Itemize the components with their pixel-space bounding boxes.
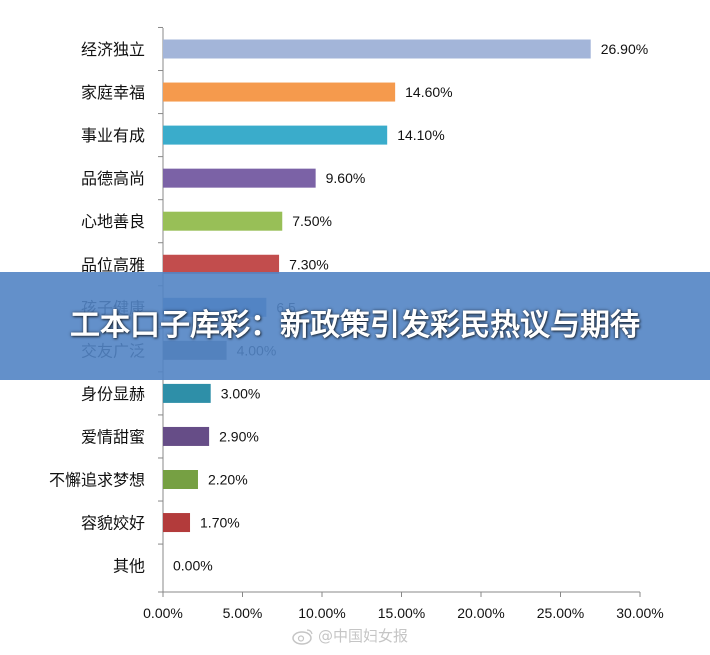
- value-label: 7.30%: [289, 256, 329, 272]
- value-label: 1.70%: [200, 515, 240, 531]
- category-label: 心地善良: [81, 212, 145, 231]
- x-tick-label: 25.00%: [537, 605, 584, 621]
- bar: [163, 82, 396, 102]
- bar: [163, 168, 316, 188]
- watermark-text: @中国妇女报: [318, 627, 409, 645]
- headline-title: 工本口子库彩：新政策引发彩民热议与期待: [70, 308, 640, 343]
- weibo-icon: [292, 628, 313, 645]
- chart-axes: 0.00% 5.00% 10.00% 15.00% 20.00% 25.00% 30.00%: [143, 26, 664, 621]
- x-tick-label: 5.00%: [223, 605, 263, 621]
- bar: [163, 470, 198, 489]
- bar: [163, 39, 591, 59]
- bar: [163, 513, 191, 533]
- value-label: 7.50%: [292, 213, 332, 229]
- headline-banner: 工本口子库彩：新政策引发彩民热议与期待: [0, 272, 710, 380]
- value-label: 2.20%: [208, 472, 248, 488]
- x-tick-label: 20.00%: [457, 605, 504, 621]
- watermark: @中国妇女报: [292, 625, 408, 646]
- category-label: 爱情甜蜜: [81, 427, 145, 446]
- category-label: 经济独立: [81, 40, 145, 59]
- value-label: 9.60%: [326, 170, 366, 186]
- bar: [163, 211, 283, 231]
- x-tick-label: 15.00%: [378, 605, 425, 621]
- bar: [163, 426, 210, 446]
- x-tick-label: 0.00%: [143, 605, 183, 621]
- value-label: 26.90%: [601, 41, 648, 57]
- category-label: 身份显赫: [81, 384, 145, 403]
- category-label: 容貌姣好: [81, 514, 145, 533]
- bar: [163, 125, 388, 145]
- value-label: 3.00%: [221, 385, 261, 401]
- value-label: 14.60%: [405, 84, 452, 100]
- chart-labels: 经济独立 26.90% 家庭幸福 14.60% 事业有成 14.10% 品德高尚 9.60% 心…: [49, 40, 648, 576]
- value-label: 2.90%: [219, 428, 259, 444]
- category-label: 家庭幸福: [81, 83, 145, 102]
- x-tick-label: 10.00%: [298, 605, 345, 621]
- x-tick-label: 30.00%: [616, 605, 663, 621]
- value-label: 14.10%: [397, 127, 444, 143]
- category-label: 品位高雅: [81, 255, 145, 274]
- category-label: 事业有成: [81, 126, 145, 145]
- category-label: 品德高尚: [81, 169, 145, 188]
- category-label: 不懈追求梦想: [49, 471, 145, 490]
- category-label: 其他: [113, 557, 145, 576]
- value-label: 0.00%: [173, 558, 213, 574]
- bar: [163, 383, 211, 403]
- bar: [163, 254, 280, 274]
